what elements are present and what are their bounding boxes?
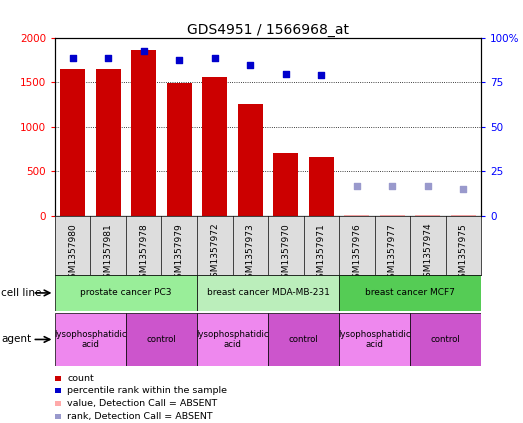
Bar xyxy=(55,275,197,311)
Bar xyxy=(131,49,156,216)
Bar xyxy=(96,69,121,216)
Bar xyxy=(451,215,476,216)
Text: GSM1357975: GSM1357975 xyxy=(459,223,468,283)
Bar xyxy=(238,104,263,216)
Text: GSM1357972: GSM1357972 xyxy=(210,223,219,283)
Bar xyxy=(339,313,410,366)
Text: prostate cancer PC3: prostate cancer PC3 xyxy=(80,288,172,297)
Point xyxy=(424,182,432,189)
Text: GSM1357974: GSM1357974 xyxy=(424,223,433,283)
Bar xyxy=(410,313,481,366)
Text: control: control xyxy=(431,335,461,344)
Text: GSM1357977: GSM1357977 xyxy=(388,223,397,283)
Title: GDS4951 / 1566968_at: GDS4951 / 1566968_at xyxy=(187,23,349,37)
Bar xyxy=(380,215,405,216)
Text: GSM1357970: GSM1357970 xyxy=(281,223,290,283)
Text: lysophosphatidic
acid: lysophosphatidic acid xyxy=(196,330,269,349)
Text: GSM1357979: GSM1357979 xyxy=(175,223,184,283)
Text: lysophosphatidic
acid: lysophosphatidic acid xyxy=(54,330,127,349)
Point xyxy=(69,54,77,61)
Text: count: count xyxy=(67,374,94,383)
Point xyxy=(175,57,184,64)
Point xyxy=(246,61,255,68)
Point xyxy=(353,183,361,190)
Point xyxy=(317,72,325,79)
Point xyxy=(104,54,112,61)
Bar xyxy=(309,157,334,216)
Bar xyxy=(167,83,191,216)
Bar xyxy=(339,275,481,311)
Bar xyxy=(126,313,197,366)
Text: lysophosphatidic
acid: lysophosphatidic acid xyxy=(338,330,411,349)
Bar xyxy=(55,313,126,366)
Text: GSM1357980: GSM1357980 xyxy=(68,223,77,283)
Text: GSM1357981: GSM1357981 xyxy=(104,223,112,283)
Text: cell line: cell line xyxy=(1,288,41,298)
Text: percentile rank within the sample: percentile rank within the sample xyxy=(67,386,228,396)
Point xyxy=(211,54,219,61)
Text: breast cancer MCF7: breast cancer MCF7 xyxy=(365,288,455,297)
Bar xyxy=(60,69,85,216)
Bar xyxy=(415,215,440,216)
Text: rank, Detection Call = ABSENT: rank, Detection Call = ABSENT xyxy=(67,412,213,421)
Point xyxy=(281,70,290,77)
Text: breast cancer MDA-MB-231: breast cancer MDA-MB-231 xyxy=(207,288,329,297)
Bar xyxy=(268,313,339,366)
Text: value, Detection Call = ABSENT: value, Detection Call = ABSENT xyxy=(67,399,218,408)
Bar xyxy=(197,313,268,366)
Text: control: control xyxy=(289,335,319,344)
Point xyxy=(459,186,468,192)
Bar xyxy=(202,77,227,216)
Bar xyxy=(345,215,369,216)
Bar xyxy=(274,153,298,216)
Text: GSM1357973: GSM1357973 xyxy=(246,223,255,283)
Text: GSM1357976: GSM1357976 xyxy=(353,223,361,283)
Text: control: control xyxy=(146,335,176,344)
Bar xyxy=(197,275,339,311)
Text: GSM1357971: GSM1357971 xyxy=(317,223,326,283)
Point xyxy=(388,183,396,190)
Point xyxy=(140,47,148,54)
Text: agent: agent xyxy=(1,335,31,344)
Text: GSM1357978: GSM1357978 xyxy=(139,223,148,283)
